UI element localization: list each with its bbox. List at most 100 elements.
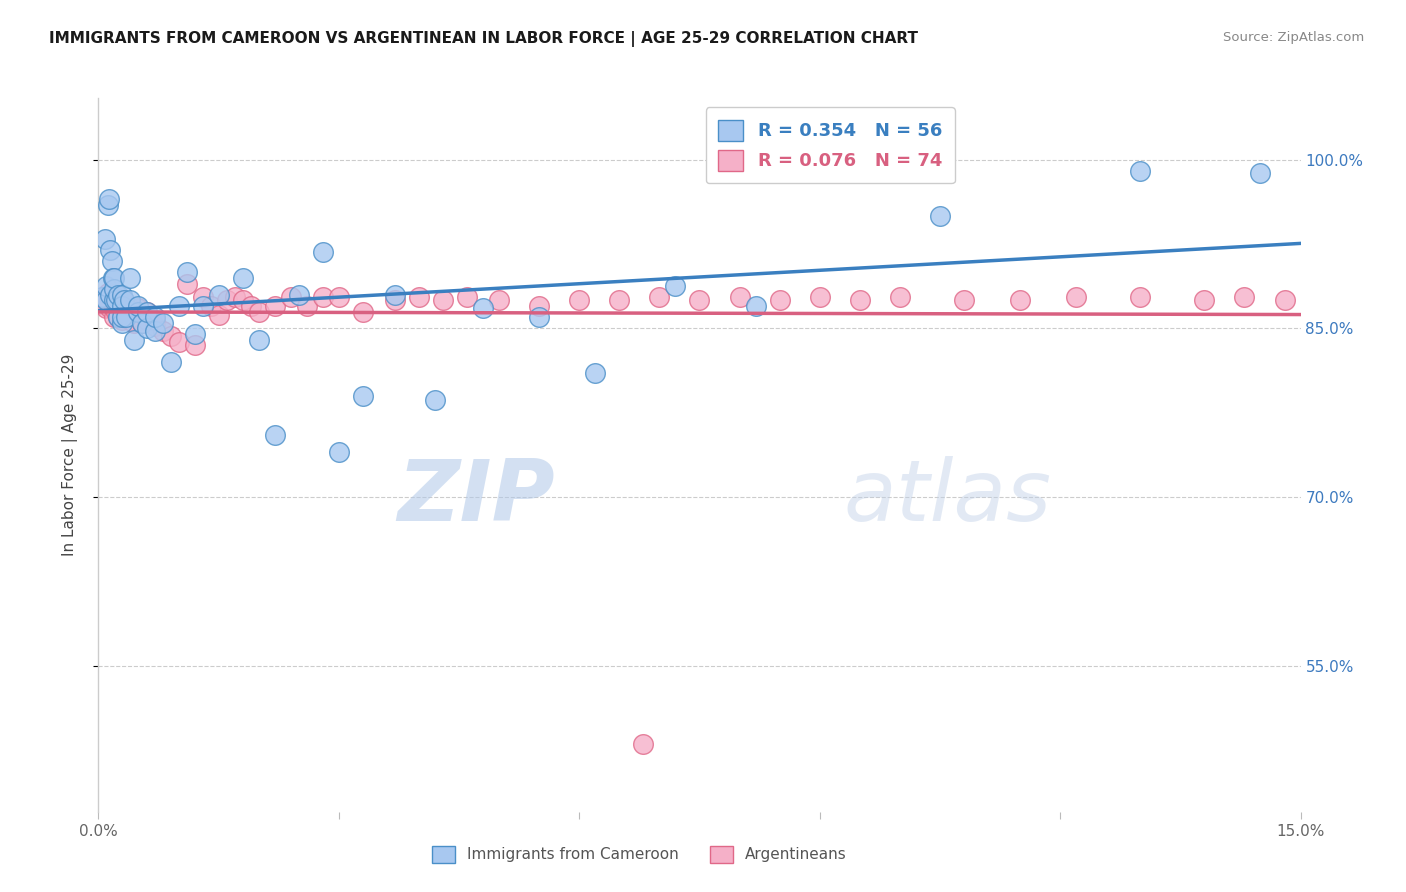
Point — [105, 293, 128, 308]
Point — [111, 287, 134, 301]
Point — [103, 310, 125, 325]
Point — [96, 301, 118, 316]
Point — [280, 290, 302, 304]
Point — [135, 321, 157, 335]
Point — [143, 310, 166, 325]
Point — [312, 290, 335, 304]
Point — [191, 290, 214, 304]
Point — [107, 310, 129, 325]
Point — [111, 299, 134, 313]
Point — [124, 316, 146, 330]
Point — [529, 299, 551, 313]
Point — [152, 316, 174, 330]
Point — [352, 304, 374, 318]
Point — [111, 316, 134, 330]
Point — [135, 312, 157, 326]
Point — [232, 271, 254, 285]
Point — [288, 287, 311, 301]
Point — [208, 308, 231, 322]
Point — [200, 299, 222, 313]
Point — [105, 304, 128, 318]
Point — [100, 243, 122, 257]
Point — [128, 304, 150, 318]
Point — [1194, 293, 1216, 308]
Y-axis label: In Labor Force | Age 25-29: In Labor Force | Age 25-29 — [62, 354, 77, 556]
Point — [103, 282, 125, 296]
Point — [239, 299, 262, 313]
Point — [664, 278, 686, 293]
Point — [472, 301, 495, 316]
Point — [115, 310, 138, 325]
Point — [107, 310, 129, 325]
Point — [247, 304, 270, 318]
Legend: Immigrants from Cameroon, Argentineans: Immigrants from Cameroon, Argentineans — [420, 833, 859, 875]
Point — [423, 393, 446, 408]
Point — [100, 287, 122, 301]
Point — [384, 293, 406, 308]
Point — [120, 271, 142, 285]
Point — [107, 297, 129, 311]
Point — [128, 310, 150, 325]
Point — [183, 338, 205, 352]
Point — [352, 389, 374, 403]
Point — [111, 304, 134, 318]
Point — [131, 316, 153, 330]
Point — [111, 310, 134, 325]
Point — [295, 299, 318, 313]
Point — [111, 301, 134, 316]
Point — [232, 293, 254, 308]
Point — [97, 290, 120, 304]
Point — [143, 319, 166, 334]
Point — [648, 290, 671, 304]
Point — [456, 290, 478, 304]
Point — [128, 299, 150, 313]
Point — [124, 333, 146, 347]
Point — [1250, 166, 1272, 180]
Point — [97, 198, 120, 212]
Point — [96, 278, 118, 293]
Point — [191, 299, 214, 313]
Point — [488, 293, 510, 308]
Point — [101, 287, 124, 301]
Point — [568, 293, 591, 308]
Point — [115, 304, 138, 318]
Point — [633, 737, 655, 751]
Point — [215, 293, 238, 308]
Point — [1010, 293, 1032, 308]
Point — [111, 312, 134, 326]
Point — [1064, 290, 1087, 304]
Point — [159, 329, 181, 343]
Text: IMMIGRANTS FROM CAMEROON VS ARGENTINEAN IN LABOR FORCE | AGE 25-29 CORRELATION C: IMMIGRANTS FROM CAMEROON VS ARGENTINEAN … — [49, 31, 918, 47]
Point — [91, 297, 114, 311]
Point — [97, 285, 120, 300]
Point — [208, 287, 231, 301]
Point — [929, 209, 952, 223]
Point — [103, 301, 125, 316]
Point — [176, 265, 198, 279]
Point — [263, 299, 285, 313]
Point — [131, 316, 153, 330]
Point — [1129, 164, 1152, 178]
Point — [1233, 290, 1256, 304]
Point — [111, 293, 134, 308]
Text: atlas: atlas — [844, 456, 1052, 540]
Point — [183, 327, 205, 342]
Point — [120, 293, 142, 308]
Point — [112, 293, 135, 308]
Point — [889, 290, 911, 304]
Point — [263, 428, 285, 442]
Point — [689, 293, 711, 308]
Point — [103, 294, 125, 309]
Point — [103, 271, 125, 285]
Point — [1274, 293, 1296, 308]
Point — [96, 293, 118, 308]
Point — [808, 290, 831, 304]
Point — [143, 312, 166, 326]
Point — [120, 301, 142, 316]
Point — [107, 287, 129, 301]
Point — [135, 304, 157, 318]
Point — [176, 277, 198, 291]
Point — [100, 293, 122, 308]
Point — [609, 293, 631, 308]
Point — [247, 333, 270, 347]
